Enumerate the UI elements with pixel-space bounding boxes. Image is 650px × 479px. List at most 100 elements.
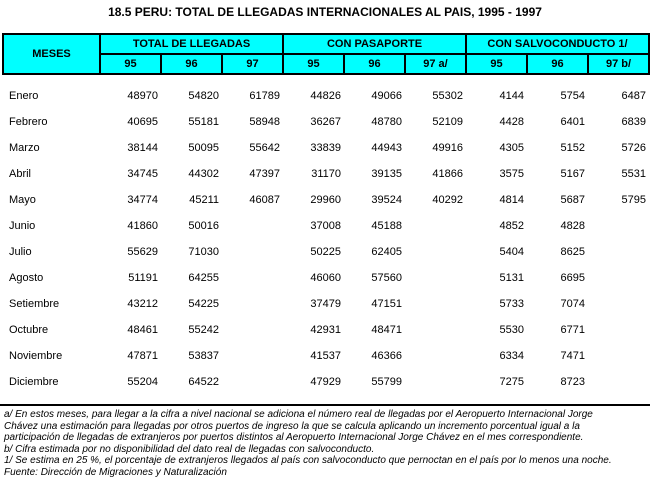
value-cell [222,265,283,291]
column-header-pasaporte-97: 97 a/ [403,53,468,75]
value-cell: 4852 [499,220,525,232]
footnote-line: b/ Cifra estimada por no disponibilidad … [4,443,375,455]
value-cell [222,213,283,239]
value-cell: 55302 [432,90,464,102]
value-cell: 46060 [310,272,341,284]
value-cell: 43212 [127,298,158,310]
value-cell: 29960 [310,194,341,206]
value-cell: 6487 [621,90,647,102]
value-cell: 39524 [371,194,402,206]
value-cell: 46366 [371,350,402,362]
column-header-salvoconducto-97: 97 b/ [587,53,650,75]
value-cell: 4428 [499,116,525,128]
value-cell: 46087 [249,194,280,206]
value-cell: 4814 [499,194,525,206]
value-cell: 38144 [127,142,158,154]
value-cell [588,265,649,291]
table-row: Agosto 51191 64255 46060 57560 5131 6695 [3,265,649,291]
month-cell: Noviembre [9,350,63,362]
value-cell: 5687 [560,194,586,206]
value-cell: 37479 [310,298,341,310]
value-cell: 37008 [310,220,341,232]
value-cell: 48780 [371,116,402,128]
value-cell: 55642 [249,142,280,154]
value-cell: 50225 [310,246,341,258]
value-cell [222,239,283,265]
value-cell: 7074 [560,298,586,310]
table-row: Marzo 38144 50095 55642 33839 44943 49916 4305 5… [3,135,649,161]
value-cell [405,291,466,317]
value-cell: 6401 [560,116,586,128]
value-cell [405,213,466,239]
column-group-con-pasaporte: CON PASAPORTE [281,33,468,55]
value-cell: 8723 [560,376,586,388]
value-cell: 71030 [188,246,219,258]
month-cell: Abril [9,168,32,180]
value-cell [405,369,466,395]
value-cell: 44943 [371,142,402,154]
value-cell: 49916 [432,142,464,154]
column-header-salvoconducto-95: 95 [465,53,529,75]
value-cell: 4828 [560,220,586,232]
value-cell: 62405 [371,246,402,258]
value-cell [222,343,283,369]
value-cell: 34774 [127,194,158,206]
value-cell [405,343,466,369]
value-cell: 5152 [560,142,586,154]
value-cell: 41866 [432,168,464,180]
month-cell: Mayo [9,194,36,206]
value-cell: 4144 [499,90,525,102]
value-cell [588,369,649,395]
footnotes: a/ En estos meses, para llegar a la cifr… [4,409,648,478]
column-header-salvoconducto-96: 96 [526,53,590,75]
column-header-meses: MESES [2,33,101,75]
value-cell: 5795 [621,194,647,206]
value-cell: 42931 [310,324,341,336]
value-cell: 5530 [499,324,525,336]
month-cell: Agosto [9,272,44,284]
value-cell: 55242 [188,324,219,336]
month-cell: Diciembre [9,376,59,388]
table-header: MESES TOTAL DE LLEGADAS CON PASAPORTE CO… [2,33,650,75]
value-cell: 7471 [560,350,586,362]
footnote-line: participación de llegadas de extranjeros… [4,432,584,443]
table-row: Febrero 40695 55181 58948 36267 48780 52109 442… [3,109,649,135]
value-cell: 41537 [310,350,341,362]
value-cell: 51191 [128,272,158,284]
month-cell: Octubre [9,324,49,336]
table-row: Setiembre 43212 54225 37479 47151 5733 7074 [3,291,649,317]
value-cell: 50016 [188,220,219,232]
value-cell [588,317,649,343]
table-row: Mayo 34774 45211 46087 29960 39524 40292 4814 56… [3,187,649,213]
value-cell: 47397 [249,168,280,180]
month-cell: Junio [9,220,36,232]
month-cell: Marzo [9,142,40,154]
value-cell: 61789 [249,90,280,102]
value-cell [588,343,649,369]
value-cell: 44826 [310,90,341,102]
value-cell [222,317,283,343]
table-row: Junio 41860 50016 37008 45188 4852 4828 [3,213,649,239]
month-cell: Julio [9,246,32,258]
table-body: Enero 48970 54820 61789 44826 49066 55302 4144 5… [3,74,649,395]
value-cell: 48970 [127,90,158,102]
spacer-row [3,74,649,83]
value-cell: 5531 [621,168,647,180]
value-cell: 5733 [499,298,525,310]
column-header-total-96: 96 [160,53,223,75]
value-cell: 54820 [188,90,219,102]
column-header-pasaporte-96: 96 [343,53,406,75]
table-row: Enero 48970 54820 61789 44826 49066 55302 4144 5… [3,83,649,109]
value-cell: 50095 [188,142,219,154]
value-cell: 54225 [188,298,219,310]
value-cell: 53837 [188,350,219,362]
value-cell: 55799 [371,376,402,388]
value-cell: 57560 [371,272,402,284]
value-cell: 5726 [621,142,647,154]
value-cell: 55181 [188,116,219,128]
value-cell: 6334 [499,350,525,362]
value-cell: 6695 [560,272,586,284]
value-cell: 5404 [499,246,525,258]
value-cell: 5167 [560,168,586,180]
value-cell [405,239,466,265]
